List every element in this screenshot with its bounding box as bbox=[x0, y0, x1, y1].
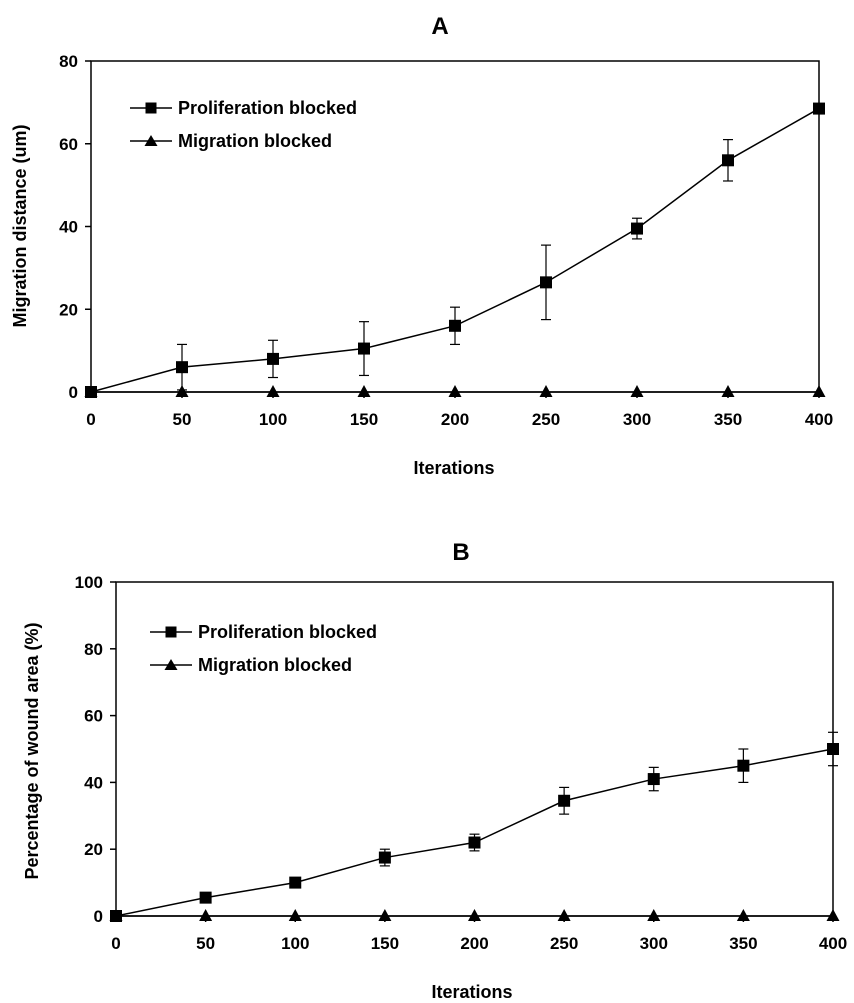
x-tick-label: 0 bbox=[86, 410, 95, 429]
chart-panel-b: B Iterations Percentage of wound area (%… bbox=[22, 539, 847, 1002]
x-tick-label: 300 bbox=[640, 934, 668, 953]
data-point-triangle bbox=[378, 909, 392, 921]
legend-label-migration: Migration blocked bbox=[198, 655, 352, 675]
data-point-triangle bbox=[288, 909, 302, 921]
data-point-triangle bbox=[647, 909, 661, 921]
legend-label-migration: Migration blocked bbox=[178, 131, 332, 151]
y-tick-label: 40 bbox=[59, 218, 78, 237]
y-tick-label: 20 bbox=[84, 840, 103, 859]
data-point-square bbox=[289, 876, 302, 889]
data-point-square bbox=[540, 276, 552, 289]
plot-frame bbox=[115, 581, 834, 917]
data-point-square bbox=[737, 759, 750, 772]
series-layer bbox=[84, 102, 826, 398]
data-point-triangle bbox=[109, 909, 123, 921]
x-tick-label: 200 bbox=[441, 410, 469, 429]
data-point-triangle bbox=[826, 909, 840, 921]
x-tick-label: 50 bbox=[173, 410, 192, 429]
y-tick-label: 60 bbox=[59, 135, 78, 154]
x-tick-label: 50 bbox=[196, 934, 215, 953]
data-point-square bbox=[358, 342, 370, 355]
x-tick-label: 350 bbox=[714, 410, 742, 429]
x-tick-label: 150 bbox=[371, 934, 399, 953]
data-point-triangle bbox=[721, 385, 735, 397]
data-point-triangle bbox=[812, 385, 826, 397]
data-point-square bbox=[631, 222, 643, 235]
data-point-square bbox=[378, 851, 391, 864]
x-tick-label: 250 bbox=[550, 934, 578, 953]
x-tick-label: 400 bbox=[805, 410, 833, 429]
y-axis-label: Percentage of wound area (%) bbox=[22, 622, 42, 879]
x-tick-label: 0 bbox=[111, 934, 120, 953]
data-point-triangle bbox=[175, 385, 189, 397]
y-tick-label: 0 bbox=[69, 383, 78, 402]
chart-title: A bbox=[431, 13, 448, 40]
data-point-triangle bbox=[468, 909, 481, 921]
x-tick-label: 200 bbox=[460, 934, 488, 953]
legend-label-proliferation: Proliferation blocked bbox=[198, 622, 377, 642]
data-point-triangle bbox=[266, 385, 280, 397]
legend-square-marker bbox=[145, 102, 157, 114]
data-point-square bbox=[267, 352, 279, 365]
chart-title: B bbox=[452, 539, 469, 566]
series-layer bbox=[109, 731, 840, 922]
y-tick-label: 80 bbox=[84, 640, 103, 659]
data-point-triangle bbox=[736, 909, 750, 921]
data-point-square bbox=[647, 773, 660, 786]
y-tick-label: 40 bbox=[84, 773, 103, 792]
legend-label-proliferation: Proliferation blocked bbox=[178, 98, 357, 118]
x-axis-label: Iterations bbox=[431, 982, 512, 1002]
x-axis-label: Iterations bbox=[413, 458, 494, 478]
data-point-square bbox=[813, 102, 825, 115]
legend: Proliferation blocked Migration blocked bbox=[150, 622, 377, 675]
x-tick-label: 400 bbox=[819, 934, 847, 953]
axis-ticks: 0 50 100 150 200 250 300 350 400 0 20 40 60 80 bbox=[59, 52, 833, 429]
data-point-triangle bbox=[448, 385, 462, 397]
data-point-triangle bbox=[357, 385, 371, 397]
y-tick-label: 20 bbox=[59, 300, 78, 319]
y-tick-label: 0 bbox=[94, 907, 103, 926]
data-point-triangle bbox=[84, 385, 98, 397]
x-tick-label: 300 bbox=[623, 410, 651, 429]
data-point-triangle bbox=[199, 909, 213, 921]
data-point-triangle bbox=[557, 909, 571, 921]
x-tick-label: 100 bbox=[281, 934, 309, 953]
x-tick-label: 350 bbox=[729, 934, 757, 953]
y-tick-label: 100 bbox=[75, 573, 103, 592]
data-point-triangle bbox=[539, 385, 553, 397]
legend-square-marker bbox=[165, 626, 177, 638]
data-point-square bbox=[722, 154, 734, 167]
data-point-square bbox=[176, 361, 188, 374]
chart-panel-a: A Iterations Migration distance (um) 0 50… bbox=[10, 13, 833, 478]
data-point-triangle bbox=[630, 385, 644, 397]
data-point-square bbox=[199, 891, 212, 904]
legend-triangle-marker bbox=[164, 659, 178, 670]
y-axis-label: Migration distance (um) bbox=[10, 124, 30, 327]
data-point-square bbox=[558, 794, 571, 807]
x-tick-label: 250 bbox=[532, 410, 560, 429]
data-point-square bbox=[827, 743, 839, 755]
data-point-square bbox=[449, 319, 461, 332]
x-tick-label: 100 bbox=[259, 410, 287, 429]
legend: Proliferation blocked Migration blocked bbox=[130, 98, 357, 151]
data-point-square bbox=[468, 836, 481, 849]
x-tick-label: 150 bbox=[350, 410, 378, 429]
y-tick-label: 80 bbox=[59, 52, 78, 71]
y-tick-label: 60 bbox=[84, 707, 103, 726]
legend-triangle-marker bbox=[144, 135, 158, 146]
